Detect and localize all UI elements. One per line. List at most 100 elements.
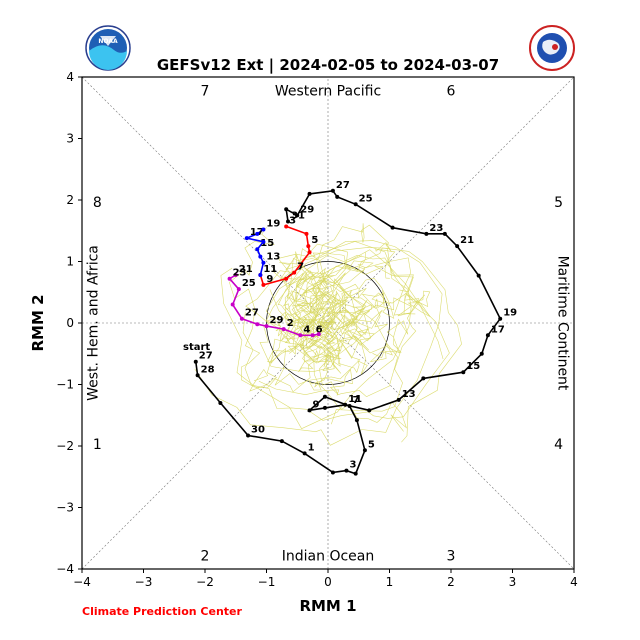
day-label: 5	[311, 235, 318, 246]
trajectory-point	[307, 191, 312, 196]
day-label: 17	[491, 324, 505, 335]
ensemble-member-line	[277, 317, 375, 391]
day-label: 15	[466, 361, 480, 372]
y-tick-label: 0	[66, 316, 74, 330]
day-label: 28	[201, 364, 215, 375]
ensemble-member-line	[301, 264, 420, 425]
ensemble-member-line	[258, 277, 398, 398]
ensemble-member-line	[266, 254, 414, 364]
day-label: 23	[233, 268, 247, 279]
region-label: West. Hem. and Africa	[85, 245, 101, 401]
ensemble-member-line	[284, 223, 396, 317]
trajectory-point	[295, 213, 300, 218]
trajectory-point	[330, 188, 335, 193]
y-tick-label: 3	[66, 132, 74, 146]
ensemble-member-line	[270, 314, 361, 386]
day-label: 15	[260, 238, 274, 249]
day-label: 2	[287, 318, 294, 329]
unit-circle	[266, 261, 390, 385]
y-axis-label: RMM 2	[29, 294, 47, 351]
trajectory-point	[455, 244, 460, 249]
trajectory-point	[347, 404, 352, 409]
trajectory-point	[310, 333, 315, 338]
trajectory-point	[193, 359, 198, 364]
day-label: 29	[300, 204, 314, 215]
trajectory-point	[255, 231, 260, 236]
trajectory-point	[255, 322, 260, 327]
trajectory-point	[236, 287, 241, 292]
day-label: 25	[359, 193, 373, 204]
trajectory-point	[498, 316, 503, 321]
y-tick-label: −4	[56, 562, 74, 576]
ensemble-member-line	[242, 249, 450, 421]
trajectory-point	[367, 408, 372, 413]
trajectory-point	[264, 324, 269, 329]
trajectory-point	[286, 219, 291, 224]
ensemble-member-line	[272, 251, 338, 323]
region-label: Indian Ocean	[282, 548, 374, 564]
y-tick-label: −2	[56, 439, 74, 453]
day-label: 3	[289, 215, 296, 226]
ensemble-member-line	[309, 277, 416, 332]
svg-text:NOAA: NOAA	[98, 38, 118, 45]
day-label: 25	[242, 278, 256, 289]
day-label: 23	[429, 223, 443, 234]
trajectory-point	[479, 351, 484, 356]
trajectory-point	[261, 260, 266, 265]
day-label: 19	[266, 219, 280, 230]
day-label: 30	[251, 425, 265, 436]
phase-number: 2	[201, 548, 210, 564]
day-label: 4	[303, 324, 310, 335]
trajectory-point	[261, 282, 266, 287]
trajectory-point	[195, 373, 200, 378]
trajectory-point	[354, 418, 359, 423]
trajectory-point	[353, 471, 358, 476]
trajectory-point	[442, 231, 447, 236]
day-label: 27	[336, 180, 350, 191]
day-label: 27	[199, 351, 213, 362]
trajectory-point	[230, 302, 235, 307]
x-tick-label: −2	[196, 575, 214, 589]
ensemble-member-line	[284, 241, 444, 360]
trajectory-point	[246, 433, 251, 438]
day-label: 13	[266, 252, 280, 263]
ensemble-member-line	[288, 257, 412, 339]
start-label: start	[183, 342, 210, 353]
trajectory-point	[344, 468, 349, 473]
trajectory-point	[233, 273, 238, 278]
y-tick-label: 2	[66, 193, 74, 207]
day-label: 31	[291, 211, 305, 222]
day-label: 7	[353, 395, 360, 406]
x-tick-label: 0	[324, 575, 332, 589]
day-label: 11	[348, 394, 362, 405]
x-tick-label: −3	[135, 575, 153, 589]
day-label: 19	[503, 308, 517, 319]
x-tick-label: 3	[509, 575, 517, 589]
ensemble-member-line	[282, 247, 462, 443]
ensemble-member-line	[320, 318, 409, 363]
trajectory-point	[396, 397, 401, 402]
trajectory-point	[330, 470, 335, 475]
trajectory-point	[335, 194, 340, 199]
trajectory-point	[316, 332, 321, 337]
trajectory-point	[322, 394, 327, 399]
trajectory-point	[304, 231, 309, 236]
trajectory-point	[424, 231, 429, 236]
trajectory-point	[485, 333, 490, 338]
trajectory-point	[279, 439, 284, 444]
ensemble-member-line	[285, 243, 348, 315]
y-tick-label: 1	[66, 255, 74, 269]
trajectory-point	[261, 239, 266, 244]
phase-number: 7	[201, 84, 210, 100]
trajectory-point	[322, 405, 327, 410]
trajectory-point	[239, 316, 244, 321]
trajectory-point	[218, 400, 223, 405]
national-weather-service-logo	[529, 25, 575, 71]
day-label: 21	[460, 235, 474, 246]
x-tick-label: 4	[570, 575, 578, 589]
phase-number: 4	[554, 437, 563, 453]
day-label: 6	[316, 324, 323, 335]
